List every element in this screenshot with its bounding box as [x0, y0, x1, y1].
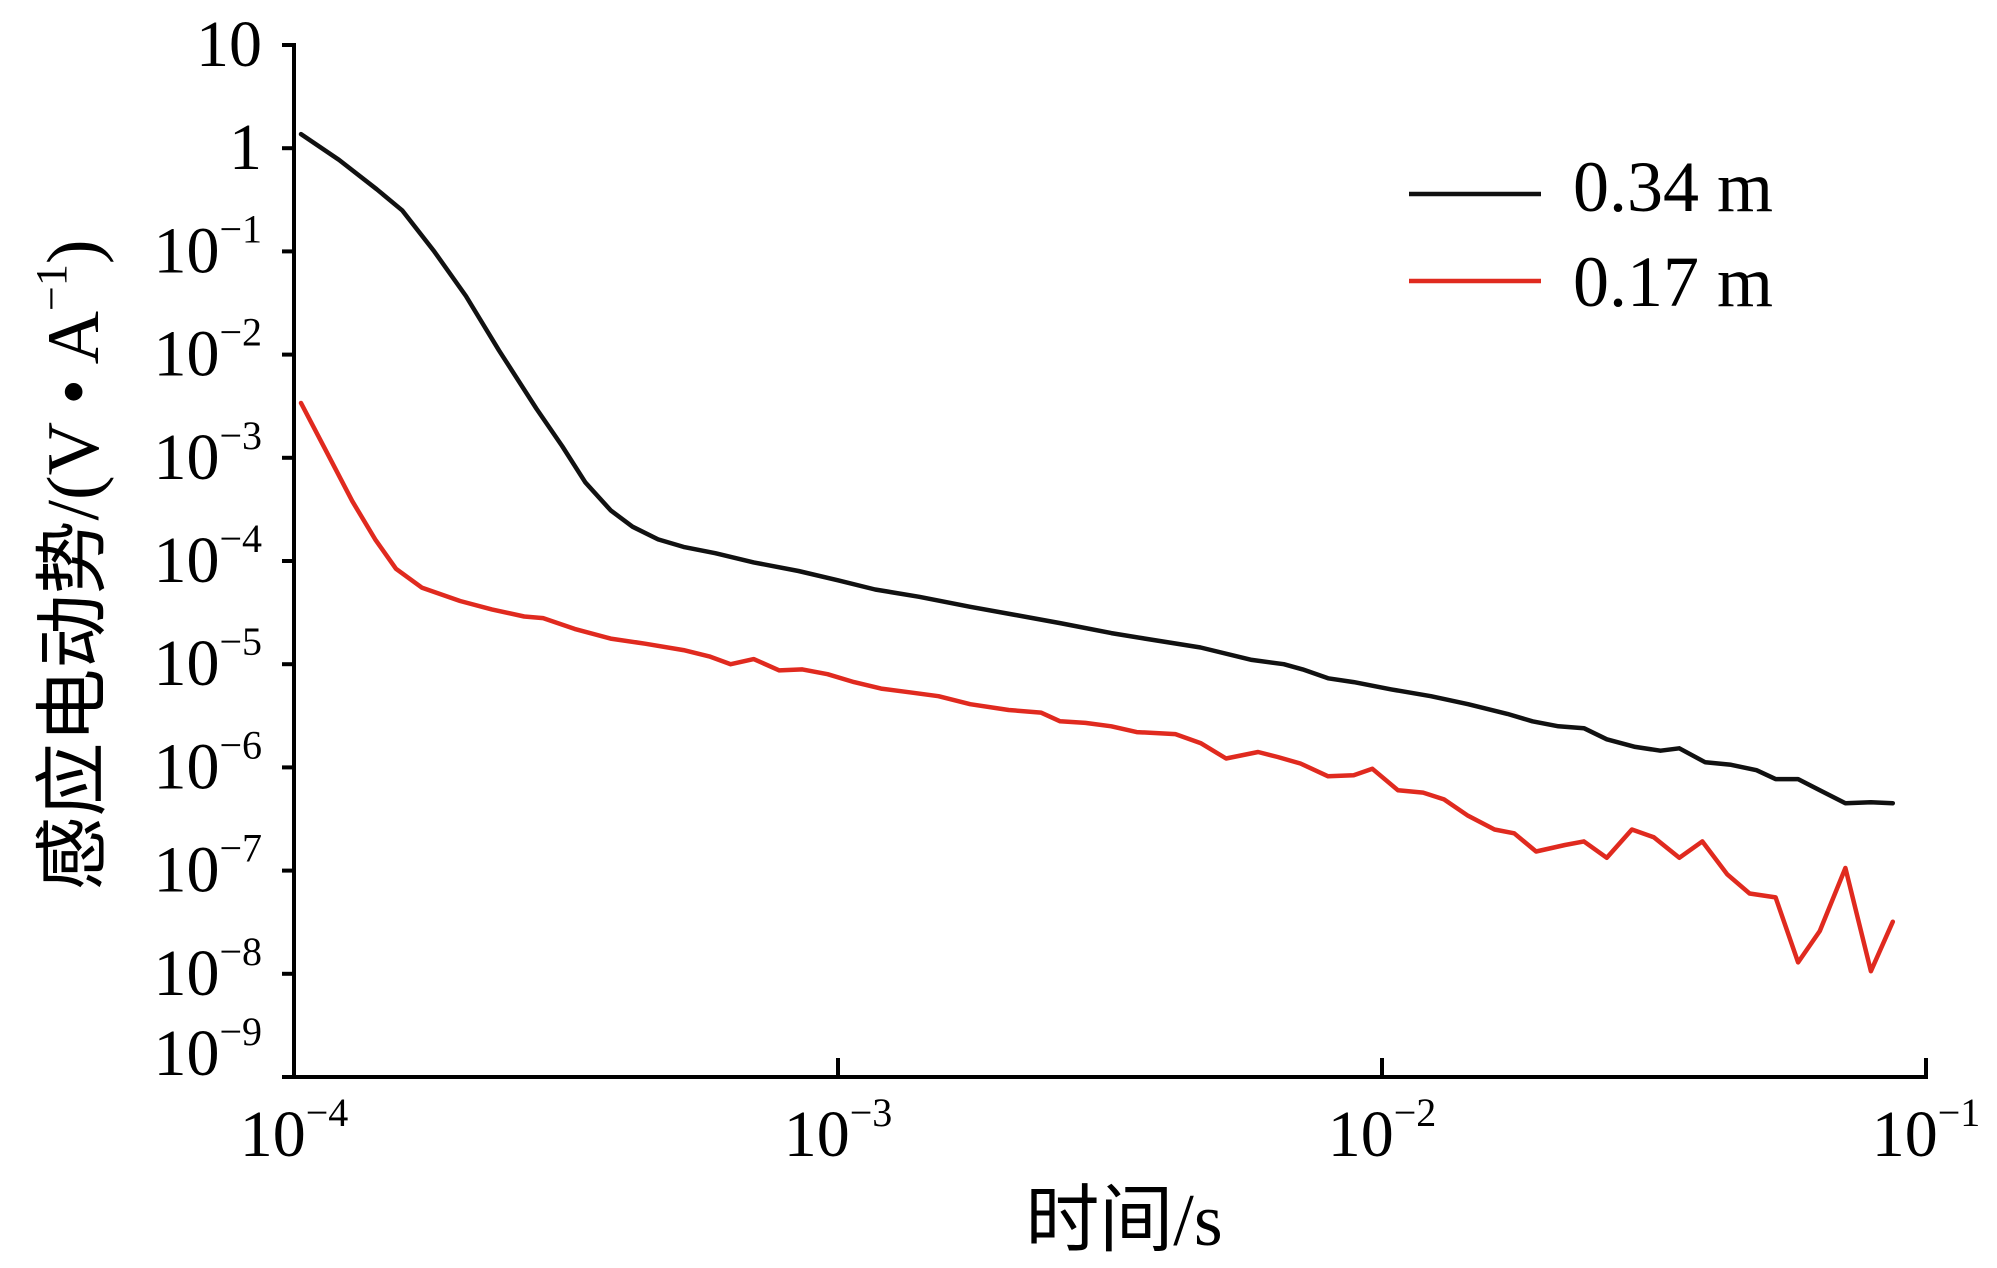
y-tick-label: 10−6 [153, 722, 262, 803]
y-tick-label-exponent: −9 [219, 1009, 262, 1054]
legend-item-1: 0.34 m [1409, 147, 1773, 227]
y-tick-label-exponent: −5 [219, 619, 262, 664]
y-tick-label-base: 1 [229, 111, 262, 184]
x-tick-label-base: 10 [1328, 1098, 1394, 1171]
x-tick-label-exponent: −2 [1394, 1090, 1437, 1135]
y-tick-label: 10−9 [153, 1009, 262, 1090]
y-tick-label-base: 10 [196, 8, 262, 81]
y-axis-label-close: ) [33, 239, 115, 264]
x-tick-label-base: 10 [1872, 1098, 1938, 1171]
y-tick-label-base: 10 [153, 1017, 219, 1090]
y-tick-label-base: 10 [153, 834, 219, 907]
x-tick-label-base: 10 [784, 1098, 850, 1171]
y-tick-label-exponent: −4 [219, 516, 262, 561]
y-axis-label: 感应电动势/(V • A−1) [27, 239, 115, 890]
y-tick-label: 10−1 [153, 206, 262, 287]
y-tick-label: 10−4 [153, 516, 262, 597]
x-tick-label-exponent: −3 [850, 1090, 893, 1135]
y-tick-label-base: 10 [153, 214, 219, 287]
x-tick-label: 10−1 [1872, 1090, 1981, 1171]
legend-label: 0.34 m [1573, 147, 1773, 227]
y-tick-label-exponent: −7 [219, 826, 262, 871]
y-tick-label-exponent: −6 [219, 722, 262, 767]
x-tick-label-base: 10 [240, 1098, 306, 1171]
y-tick-label-exponent: −2 [219, 310, 262, 355]
legend-label: 0.17 m [1573, 242, 1773, 322]
y-tick-label: 1 [229, 111, 262, 184]
y-tick-label: 10−3 [153, 413, 262, 494]
legend-item-2: 0.17 m [1409, 242, 1773, 322]
y-tick-label-base: 10 [153, 524, 219, 597]
x-tick-label: 10−3 [784, 1090, 893, 1171]
y-tick-label: 10−8 [153, 929, 262, 1010]
y-tick-label: 10 [196, 8, 262, 81]
y-tick-label-base: 10 [153, 730, 219, 803]
y-tick-label: 10−7 [153, 826, 262, 907]
legend: 0.34 m 0.17 m [1409, 147, 1773, 322]
y-axis-label-exponent: −1 [27, 264, 76, 311]
axis-ticks: 10110−110−210−310−410−510−610−710−810−91… [153, 8, 1980, 1171]
series-line-1 [298, 131, 1896, 806]
x-tick-label: 10−4 [240, 1090, 349, 1171]
y-tick-label-base: 10 [153, 318, 219, 391]
x-axis-label: 时间/s [1025, 1180, 1222, 1262]
x-tick-label-exponent: −4 [306, 1090, 349, 1135]
y-tick-label-base: 10 [153, 627, 219, 700]
y-tick-label-exponent: −8 [219, 929, 262, 974]
y-tick-label-base: 10 [153, 937, 219, 1010]
y-tick-label: 10−2 [153, 310, 262, 391]
y-axis-label-text: 感应电动势/(V • A [33, 311, 115, 891]
y-tick-label-exponent: −1 [219, 206, 262, 251]
x-tick-label-exponent: −1 [1938, 1090, 1981, 1135]
y-tick-label: 10−5 [153, 619, 262, 700]
series-line-2 [298, 400, 1896, 974]
y-tick-label-base: 10 [153, 421, 219, 494]
y-tick-label-exponent: −3 [219, 413, 262, 458]
plot-area [298, 131, 1896, 974]
x-tick-label: 10−2 [1328, 1090, 1437, 1171]
